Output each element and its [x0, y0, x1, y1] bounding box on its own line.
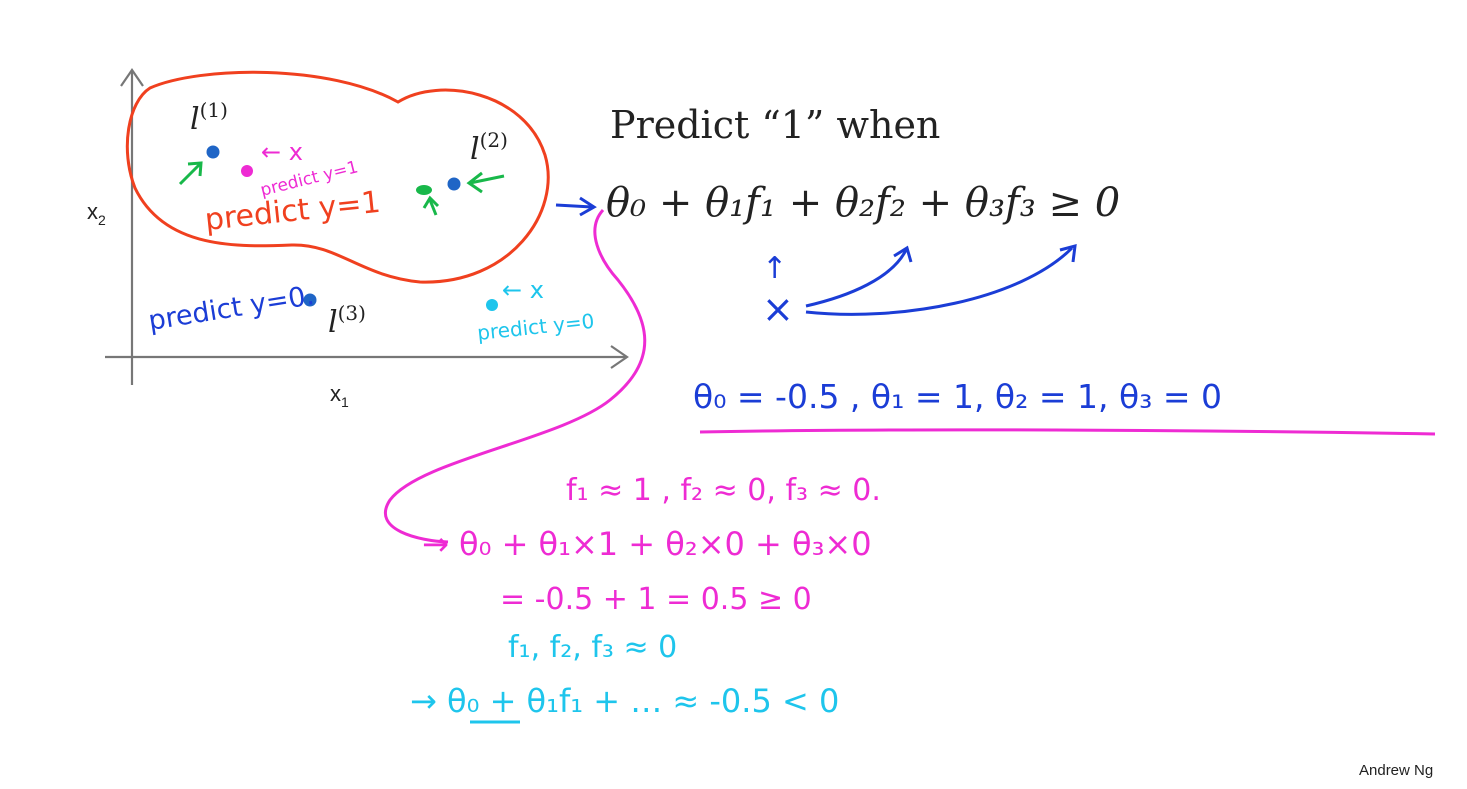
- region-to-equation-arrow: [555, 196, 597, 217]
- blue-x-mark: ×: [762, 287, 794, 331]
- green-arrow-to-landmark-2: [469, 174, 505, 185]
- green-arrow-head-2: [466, 171, 483, 194]
- green-arrows: [178, 161, 505, 216]
- theta-values-underline: [699, 428, 1436, 436]
- attribution: Andrew Ng: [1359, 762, 1433, 779]
- landmark-1-label: l(1): [190, 98, 228, 137]
- cyan-arrow-x: ← x: [502, 276, 544, 304]
- landmark-3-label: l(3): [328, 301, 366, 340]
- landmark-3-point: [303, 293, 317, 307]
- arrow-to-f2: [805, 249, 908, 308]
- decision-inequality: θ₀ + θ₁f₁ + θ₂f₂ + θ₃f₃ ≥ 0: [606, 180, 1120, 226]
- pink-test-point: [241, 165, 253, 177]
- cyan-point-label: predict y=0: [476, 309, 595, 345]
- y-axis-arrowhead: [120, 68, 144, 87]
- green-arrow-head-1: [187, 161, 203, 177]
- green-arrow-head-3: [422, 195, 440, 209]
- feature-arrows: [805, 243, 1077, 316]
- blue-up-arrow: ↑: [762, 251, 787, 286]
- landmark-2-point: [447, 177, 461, 191]
- arrow-to-f2-head: [893, 245, 913, 263]
- substitution-line: → θ₀ + θ₁×1 + θ₂×0 + θ₃×0: [422, 525, 872, 563]
- landmark-1-point: [206, 145, 220, 159]
- green-arrow-up: [428, 199, 438, 216]
- cyan-test-point: [486, 299, 498, 311]
- green-point: [416, 185, 432, 195]
- theta-values: θ₀ = -0.5 , θ₁ = 1, θ₂ = 1, θ₃ = 0: [693, 377, 1222, 416]
- far-result-line: → θ₀ + θ₁f₁ + … ≈ -0.5 < 0: [410, 682, 839, 720]
- result-line: = -0.5 + 1 = 0.5 ≥ 0: [500, 582, 812, 617]
- x-axis-arrowhead: [610, 345, 629, 369]
- positive-region-outline: [125, 70, 550, 284]
- plot-axes: [105, 68, 629, 385]
- green-arrow-to-landmark-1: [178, 162, 202, 186]
- pink-arrow-x: ← x: [261, 138, 303, 166]
- x-axis-label: x1: [330, 381, 349, 410]
- pink-connector-curve: [383, 208, 647, 544]
- feature-approx-line: f₁ ≈ 1 , f₂ ≈ 0, f₃ ≈ 0.: [566, 473, 881, 508]
- arrow-to-f3-head: [1059, 243, 1077, 263]
- y-axis-label: x2: [87, 199, 106, 228]
- arrow-to-f3: [805, 246, 1074, 316]
- outside-predict-label: predict y=0.: [146, 280, 316, 337]
- landmark-2-label: l(2): [470, 128, 508, 167]
- far-feature-approx-line: f₁, f₂, f₃ ≈ 0: [508, 630, 677, 665]
- slide-title: Predict “1” when: [610, 103, 940, 147]
